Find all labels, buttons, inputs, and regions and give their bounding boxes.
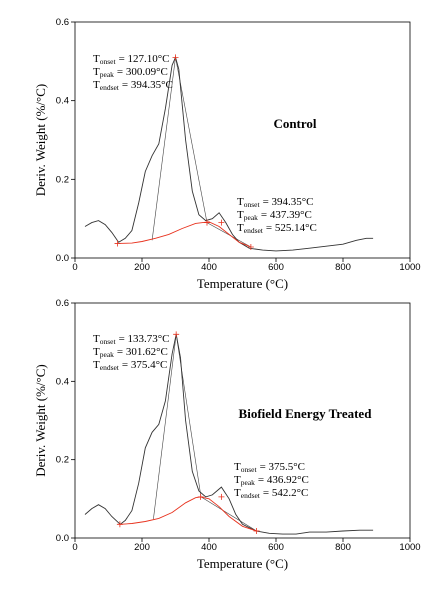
panel-label: Biofield Energy Treated	[239, 406, 373, 421]
tangent-line	[175, 334, 202, 497]
tangent-line	[151, 57, 176, 241]
annotation-value: = 542.2°C	[263, 487, 308, 499]
x-tick-label: 200	[134, 262, 150, 273]
annotation-subscript: endset	[100, 83, 120, 92]
y-tick-label: 0.4	[56, 376, 69, 387]
y-tick-label: 0.6	[56, 17, 69, 28]
annotation: Tpeak = 300.09°C	[93, 66, 168, 79]
annotation-value: = 394.35°C	[122, 79, 173, 91]
x-tick-label: 800	[335, 262, 351, 273]
annotation: Tpeak = 436.92°C	[234, 474, 309, 487]
marker	[197, 493, 204, 500]
annotation-value: = 394.35°C	[263, 196, 314, 208]
y-tick-label: 0.2	[56, 174, 69, 185]
x-tick-label: 800	[335, 542, 351, 553]
annotation-subscript: peak	[241, 478, 255, 487]
annotation-subscript: peak	[100, 350, 114, 359]
annotation-symbol: T	[234, 461, 241, 473]
annotation-value: = 375.4°C	[122, 359, 167, 371]
x-tick-label: 400	[201, 262, 217, 273]
annotation-subscript: peak	[244, 213, 258, 222]
y-tick-label: 0.0	[56, 533, 69, 544]
y-tick-label: 0.4	[56, 96, 69, 107]
annotation-subscript: onset	[100, 337, 117, 346]
annotation-symbol: T	[237, 222, 244, 234]
tangent-line	[200, 496, 257, 532]
annotation-subscript: onset	[241, 465, 258, 474]
annotation-value: = 301.62°C	[117, 346, 168, 358]
marker	[203, 219, 210, 226]
annotation-subscript: onset	[100, 57, 117, 66]
annotation: Tpeak = 437.39°C	[237, 209, 312, 222]
marker	[116, 521, 123, 528]
annotation-symbol: T	[93, 346, 100, 358]
data-line	[84, 56, 374, 252]
marker	[172, 54, 179, 61]
annotation-subscript: peak	[100, 70, 114, 79]
annotation-subscript: endset	[244, 226, 264, 235]
x-tick-label: 1000	[399, 262, 420, 273]
annotation-value: = 437.39°C	[261, 209, 312, 221]
annotation-symbol: T	[234, 487, 241, 499]
marker	[218, 493, 225, 500]
marker	[114, 240, 121, 247]
annotation-subscript: endset	[100, 363, 120, 372]
annotation: Tpeak = 301.62°C	[93, 346, 168, 359]
y-tick-label: 0.2	[56, 455, 69, 466]
x-tick-label: 600	[268, 542, 284, 553]
annotation: Tendset = 542.2°C	[234, 487, 308, 500]
x-tick-label: 0	[72, 542, 77, 553]
annotation-subscript: endset	[241, 491, 261, 500]
data-line	[120, 496, 257, 532]
annotation-symbol: T	[93, 359, 100, 371]
x-tick-label: 400	[201, 542, 217, 553]
data-line	[84, 334, 374, 535]
plot-frame	[74, 302, 411, 539]
x-axis-title: Temperature (°C)	[197, 556, 288, 571]
x-tick-label: 1000	[399, 542, 420, 553]
marker	[218, 219, 225, 226]
annotation: Tendset = 525.14°C	[237, 222, 317, 235]
annotation-value: = 300.09°C	[117, 66, 168, 78]
annotation-symbol: T	[237, 209, 244, 221]
panel-label: Control	[273, 116, 316, 131]
annotation-symbol: T	[93, 79, 100, 91]
marker	[247, 243, 254, 250]
data-line	[118, 221, 250, 247]
tangent-line	[153, 334, 177, 520]
y-tick-label: 0.0	[56, 253, 69, 264]
annotation: Tonset = 127.10°C	[93, 53, 170, 66]
marker	[173, 331, 180, 338]
annotation-value: = 525.14°C	[266, 222, 317, 234]
annotation-value: = 436.92°C	[258, 474, 309, 486]
annotation: Tonset = 133.73°C	[93, 333, 170, 346]
annotation-symbol: T	[93, 333, 100, 345]
plot-frame	[74, 21, 411, 259]
x-tick-label: 600	[268, 262, 284, 273]
y-axis-title: Deriv. Weight (%/°C)	[33, 364, 48, 476]
annotation-symbol: T	[93, 53, 100, 65]
annotation: Tendset = 394.35°C	[93, 79, 173, 92]
annotation-value: = 375.5°C	[260, 461, 305, 473]
x-tick-label: 200	[134, 542, 150, 553]
annotation-value: = 133.73°C	[119, 333, 170, 345]
annotation: Tonset = 375.5°C	[234, 461, 305, 474]
annotation-symbol: T	[237, 196, 244, 208]
marker	[253, 527, 260, 534]
annotation-symbol: T	[93, 66, 100, 78]
annotation: Tendset = 375.4°C	[93, 359, 167, 372]
x-tick-label: 0	[72, 262, 77, 273]
y-tick-label: 0.6	[56, 298, 69, 309]
annotation-symbol: T	[234, 474, 241, 486]
y-axis-title: Deriv. Weight (%/°C)	[33, 84, 48, 196]
annotation-value: = 127.10°C	[119, 53, 170, 65]
annotation: Tonset = 394.35°C	[237, 196, 314, 209]
annotation-subscript: onset	[244, 200, 261, 209]
x-axis-title: Temperature (°C)	[197, 276, 288, 291]
